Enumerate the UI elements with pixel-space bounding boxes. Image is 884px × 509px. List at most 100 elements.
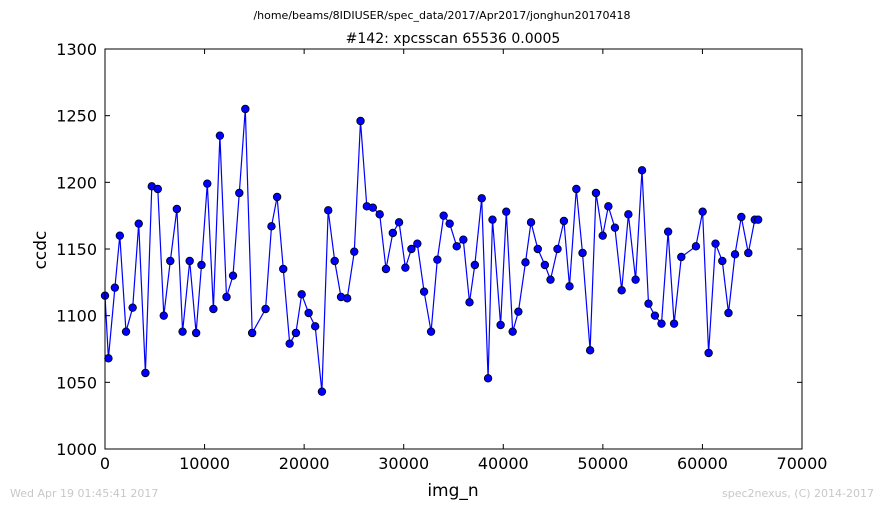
data-point [368,203,378,212]
y-tick-label: 1300 [56,40,97,59]
y-axis: 1000 1050 1100 1150 1200 1250 1300 [56,40,802,459]
data-point [753,215,763,224]
data-point [426,327,436,336]
y-tick-label: 1050 [56,373,97,392]
data-point [644,299,653,308]
data-point [350,247,359,256]
data-point [546,275,555,284]
data-point [698,207,707,216]
data-point [669,319,679,328]
data-point [502,207,511,216]
data-point [663,227,673,236]
data-point [565,282,574,291]
data-point [291,328,301,338]
data-point [691,242,701,251]
x-tick-label: 60000 [677,454,728,473]
data-point [413,239,422,248]
data-point [637,166,647,175]
y-tick-label: 1250 [56,107,97,126]
data-point [631,275,640,284]
data-point [235,188,244,198]
data-point [514,307,523,316]
data-point [172,204,182,214]
chart-title: #142: xpcsscan 65536 0.0005 [346,31,561,47]
data-point [203,179,212,188]
file-path-header: /home/beams/8IDIUSER/spec_data/2017/Apr2… [253,9,630,22]
data-point [439,211,448,220]
data-point [104,354,113,363]
data-point [419,287,429,296]
x-tick-label: 20000 [279,454,330,473]
data-point [598,231,607,240]
data-point [704,348,713,358]
data-point [407,244,416,254]
data-point [521,258,530,267]
data-point [526,218,536,227]
data-point [330,256,339,266]
data-point [650,311,660,320]
data-point [304,308,313,318]
data-point [459,235,468,244]
data-point [241,104,250,114]
footer-credit: spec2nexus, (C) 2014-2017 [722,487,874,500]
data-point [604,202,613,211]
y-tick-label: 1000 [56,440,97,459]
data-point [508,327,517,336]
data-point [110,283,120,292]
data-point [572,184,581,194]
data-point [610,223,620,232]
data-point [159,311,168,320]
data-point [540,260,550,270]
data-point [677,252,686,262]
data-point [247,328,257,338]
data-point [317,387,327,396]
data-point [559,216,569,226]
data-point [166,256,175,266]
data-point [445,219,454,228]
data-point [483,374,493,383]
data-point [470,260,480,270]
data-point [272,192,282,202]
data-point [381,264,391,274]
data-point [356,116,365,126]
data-point [488,215,497,224]
data-point [711,239,720,248]
data-point [115,231,125,240]
data-point [617,286,626,295]
data-point [624,210,633,219]
data-point [209,304,218,314]
x-axis: 0 10000 20000 30000 40000 50000 60000 70000 [100,49,827,473]
data-point [496,320,505,330]
data-point [178,327,187,336]
data-point [724,308,733,318]
data-point [388,228,398,238]
data-point [141,368,150,378]
series-line [104,108,759,392]
y-tick-label: 1150 [56,240,97,259]
data-point [228,271,238,280]
data-point [394,218,404,227]
y-tick-label: 1100 [56,307,97,326]
data-point [657,319,666,328]
data-point [310,322,320,331]
data-point [553,244,562,254]
data-point [578,248,587,258]
data-point [191,328,201,338]
data-point [134,219,143,228]
data-point [153,184,162,194]
data-point [342,294,352,303]
data-point [128,303,137,312]
x-tick-label: 30000 [378,454,429,473]
data-point [297,290,306,299]
data-point [433,255,442,264]
data-point [452,242,461,251]
data-point [477,194,486,203]
x-axis-label: img_n [427,481,478,501]
data-point [375,210,384,219]
x-tick-label: 0 [100,454,110,473]
x-tick-label: 10000 [179,454,230,473]
data-point [533,244,542,254]
data-point [285,339,294,348]
data-point [222,292,231,302]
